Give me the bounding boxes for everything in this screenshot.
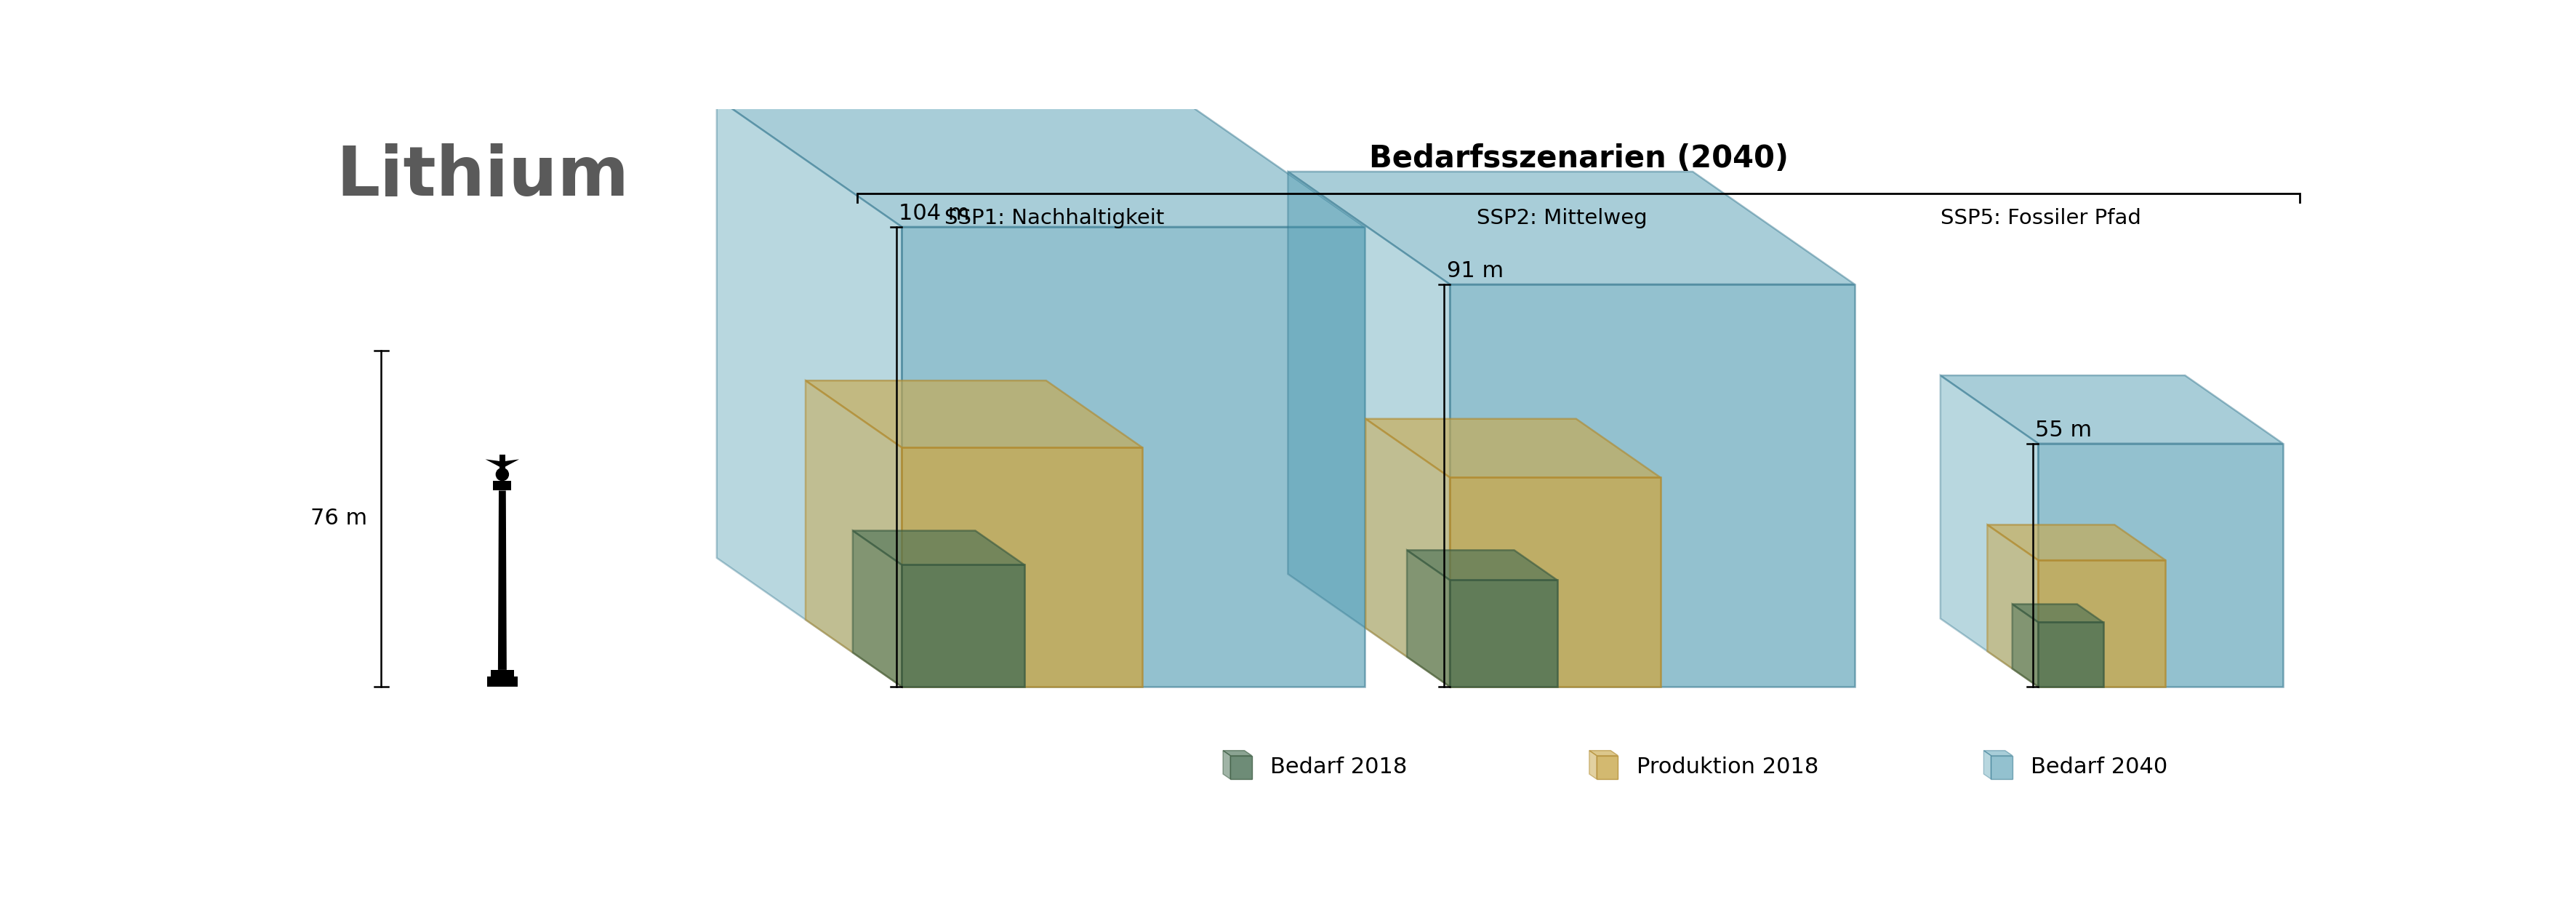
Polygon shape	[1231, 755, 1252, 779]
Polygon shape	[2012, 604, 2102, 622]
Polygon shape	[2012, 604, 2038, 687]
Polygon shape	[716, 98, 902, 687]
Polygon shape	[1406, 551, 1450, 687]
Polygon shape	[902, 448, 1141, 687]
Polygon shape	[806, 380, 1141, 448]
Polygon shape	[716, 98, 1365, 227]
Polygon shape	[2038, 561, 2166, 687]
Text: Bedarf 2040: Bedarf 2040	[2030, 757, 2169, 778]
Polygon shape	[1288, 172, 1450, 687]
Polygon shape	[1984, 751, 1991, 779]
Polygon shape	[500, 455, 505, 469]
Text: 55 m: 55 m	[2035, 420, 2092, 440]
Text: SSP2: Mittelweg: SSP2: Mittelweg	[1476, 207, 1646, 228]
Polygon shape	[1224, 751, 1252, 755]
Text: 76 m: 76 m	[309, 508, 366, 530]
Polygon shape	[853, 531, 902, 687]
Polygon shape	[1589, 751, 1618, 755]
Text: Lithium: Lithium	[335, 144, 629, 210]
Polygon shape	[1597, 755, 1618, 779]
Polygon shape	[502, 460, 520, 469]
Polygon shape	[853, 531, 1025, 565]
Polygon shape	[1450, 284, 1855, 687]
Polygon shape	[2038, 622, 2102, 687]
Text: Produktion 2018: Produktion 2018	[1636, 757, 1819, 778]
Polygon shape	[1365, 419, 1662, 478]
Polygon shape	[1984, 751, 2012, 755]
Polygon shape	[497, 490, 507, 670]
Polygon shape	[1940, 375, 2038, 687]
Polygon shape	[806, 380, 902, 687]
Polygon shape	[902, 227, 1365, 687]
Polygon shape	[902, 565, 1025, 687]
Polygon shape	[1986, 525, 2166, 561]
Text: Bedarfsszenarien (2040): Bedarfsszenarien (2040)	[1368, 144, 1788, 174]
Circle shape	[497, 469, 507, 480]
Polygon shape	[1991, 755, 2012, 779]
Polygon shape	[1288, 172, 1855, 284]
Polygon shape	[489, 670, 515, 677]
Polygon shape	[487, 677, 518, 687]
Polygon shape	[492, 480, 510, 490]
Polygon shape	[1224, 751, 1231, 779]
Polygon shape	[1986, 525, 2038, 687]
Text: SSP1: Nachhaltigkeit: SSP1: Nachhaltigkeit	[945, 207, 1164, 228]
Text: 91 m: 91 m	[1448, 260, 1504, 281]
Text: 104 m: 104 m	[899, 203, 969, 224]
Polygon shape	[1365, 419, 1450, 687]
Polygon shape	[1450, 580, 1556, 687]
Polygon shape	[484, 460, 502, 469]
Text: SSP5: Fossiler Pfad: SSP5: Fossiler Pfad	[1940, 207, 2141, 228]
Polygon shape	[1450, 478, 1662, 687]
Polygon shape	[1589, 751, 1597, 779]
Polygon shape	[2038, 443, 2282, 687]
Polygon shape	[1406, 551, 1556, 580]
Text: Bedarf 2018: Bedarf 2018	[1270, 757, 1406, 778]
Polygon shape	[1940, 375, 2282, 443]
